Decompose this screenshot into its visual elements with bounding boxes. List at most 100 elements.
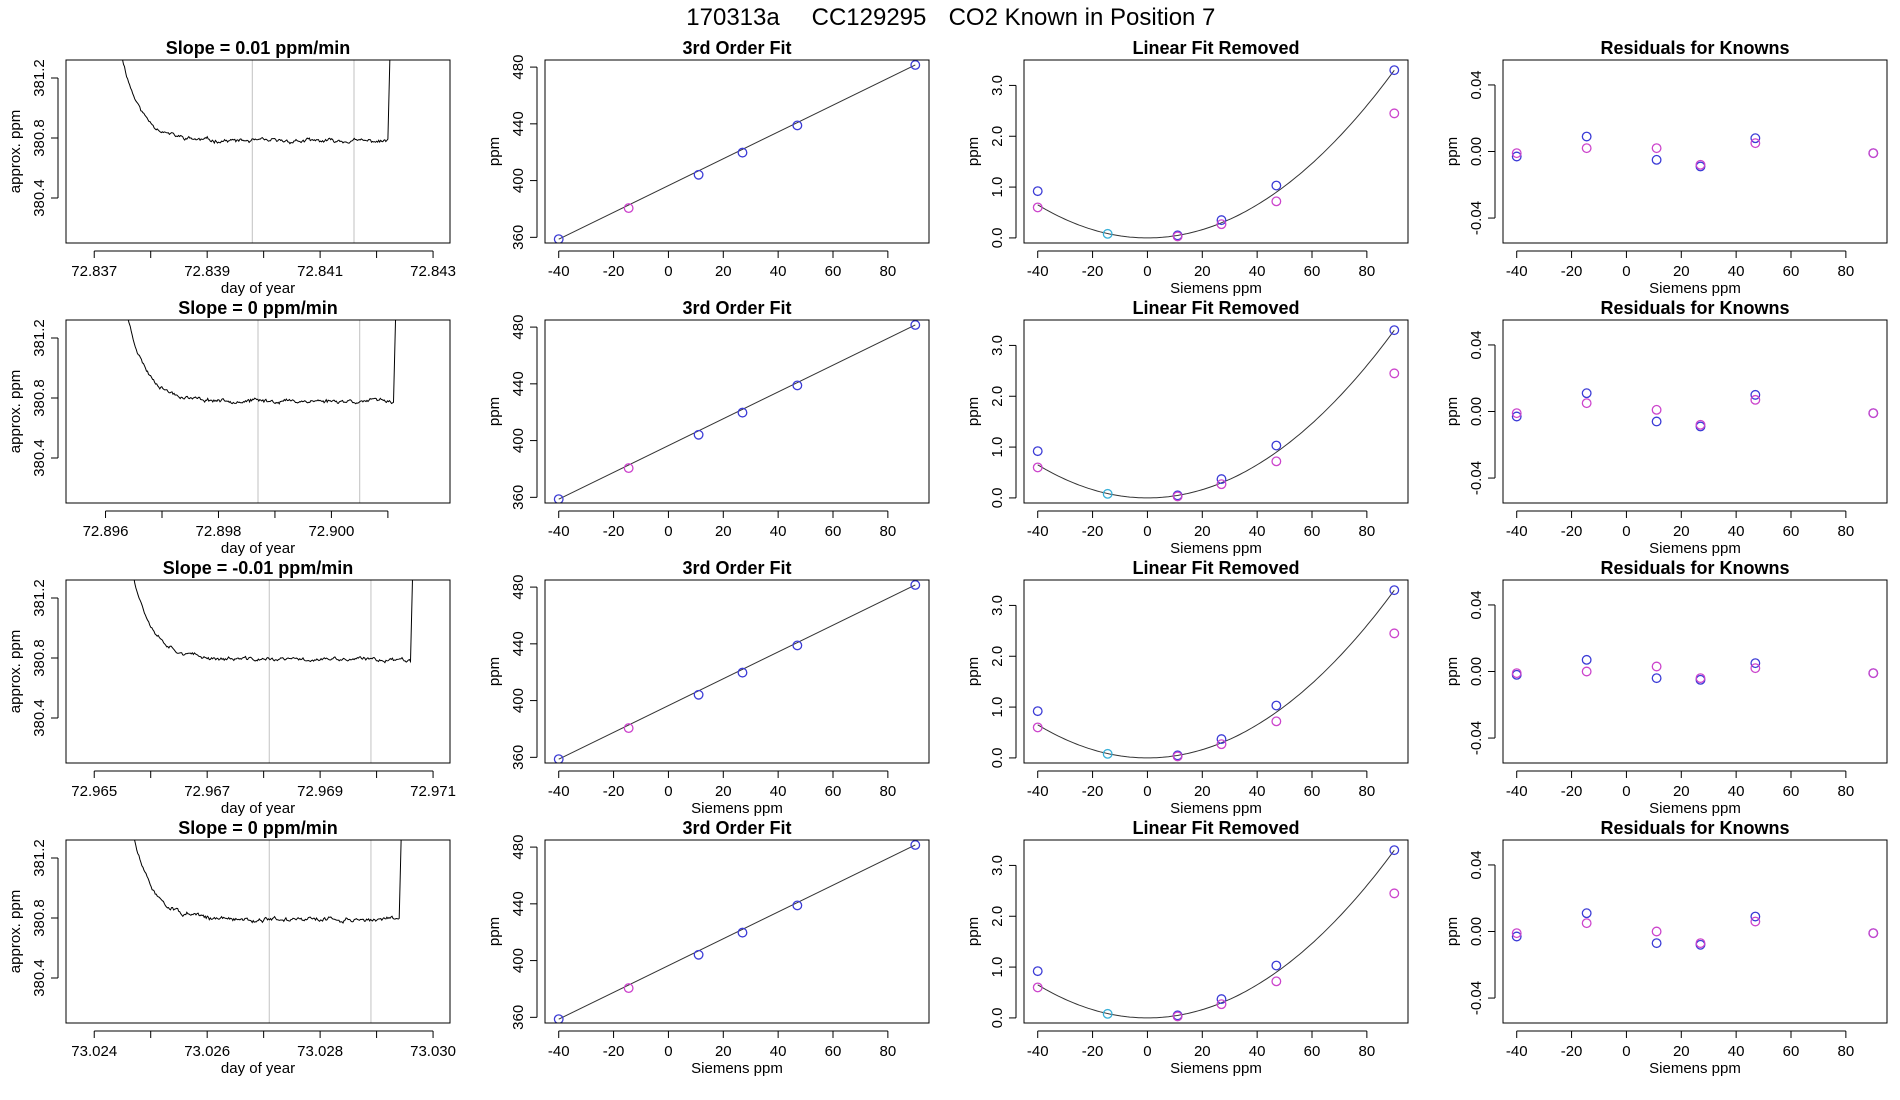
chart-4-3-x-tick-label: 0 xyxy=(1143,1043,1151,1060)
chart-2-4-point-blue xyxy=(1581,388,1592,399)
chart-4-4-frame xyxy=(1502,839,1888,1024)
chart-1-1-title: Slope = 0.01 ppm/min xyxy=(166,38,351,58)
chart-2-3-x-tick-label: 0 xyxy=(1143,523,1151,540)
chart-1-3-point-blue xyxy=(1389,65,1400,76)
chart-3-2-frame xyxy=(544,579,930,764)
chart-1-1-x-tick-label: 72.839 xyxy=(184,263,230,280)
chart-2-4-point-blue xyxy=(1651,416,1662,427)
chart-3-2-y-tick-label: 480 xyxy=(510,575,527,600)
chart-2-3-plot-area xyxy=(1032,325,1400,502)
chart-3-1-frame xyxy=(65,579,451,764)
chart-4-4-point-blue xyxy=(1651,938,1662,949)
chart-3-1-x-tick-label: 72.971 xyxy=(410,783,456,800)
chart-1-3-x-tick-label: 60 xyxy=(1304,263,1321,280)
chart-4-1-y-tick-label: 380.8 xyxy=(31,899,48,937)
chart-3-3-y-axis-label: ppm xyxy=(965,657,982,686)
chart-4-3-x-tick-label: 80 xyxy=(1359,1043,1376,1060)
chart-1-2-y-tick-label: 360 xyxy=(510,225,527,250)
chart-2-1-plot-area xyxy=(127,320,397,503)
chart-2-2-point-blue xyxy=(792,380,803,391)
chart-2-4-x-tick-label: -40 xyxy=(1506,523,1528,540)
chart-1-4-point-blue xyxy=(1750,133,1761,144)
chart-3-3-point-magenta xyxy=(1032,722,1043,733)
chart-3-2-point-magenta xyxy=(623,723,634,734)
chart-3-2-x-tick-label: 0 xyxy=(664,783,672,800)
chart-2-2-x-tick-label: 40 xyxy=(770,523,787,540)
chart-4-3-x-tick-label: -20 xyxy=(1082,1043,1104,1060)
chart-3-3-x-tick-label: 40 xyxy=(1249,783,1266,800)
chart-2-4-y-axis-label: ppm xyxy=(1444,397,1461,426)
chart-4-3-point-blue xyxy=(1032,966,1043,977)
chart-1-1-y-tick-label: 381.2 xyxy=(31,59,48,97)
chart-4-1-plot-area xyxy=(134,840,402,1023)
chart-4-4-y-tick-label: 0.04 xyxy=(1468,850,1485,879)
chart-1-3-x-tick-label: 80 xyxy=(1359,263,1376,280)
chart-4-3-point-magenta xyxy=(1172,1011,1183,1022)
chart-2-2-x-tick-label: 80 xyxy=(880,523,897,540)
chart-4-3-y-tick-label: 2.0 xyxy=(989,906,1006,927)
chart-1-4-x-tick-label: 80 xyxy=(1838,263,1855,280)
chart-3-3-point-cyan xyxy=(1102,748,1113,759)
chart-1-3-point-magenta xyxy=(1216,219,1227,230)
chart-3-2-y-tick-label: 440 xyxy=(510,631,527,656)
chart-1-2-point-magenta xyxy=(623,203,634,214)
chart-4-3-title: Linear Fit Removed xyxy=(1132,818,1299,838)
chart-1-1-x-axis-label: day of year xyxy=(221,280,295,297)
chart-3-1-x-tick-label: 72.967 xyxy=(184,783,230,800)
chart-2-3-x-tick-label: -20 xyxy=(1082,523,1104,540)
chart-4-2-y-tick-label: 360 xyxy=(510,1005,527,1030)
chart-2-1: Slope = 0 ppm/min 72.896 72.898 72.900 day o… xyxy=(7,298,451,557)
chart-1-4-x-tick-label: 0 xyxy=(1622,263,1630,280)
chart-3-1-y-tick-label: 381.2 xyxy=(31,579,48,617)
chart-4-2-x-axis-label: Siemens ppm xyxy=(691,1060,783,1077)
chart-4-4-x-tick-label: 20 xyxy=(1673,1043,1690,1060)
chart-1-2-y-tick-label: 440 xyxy=(510,111,527,136)
chart-4-4-x-tick-label: 0 xyxy=(1622,1043,1630,1060)
chart-1-4-point-blue xyxy=(1651,154,1662,165)
chart-4-4-x-tick-label: 80 xyxy=(1838,1043,1855,1060)
chart-2-4-x-tick-label: 80 xyxy=(1838,523,1855,540)
panel-grid: Slope = 0.01 ppm/min 72.837 72.839 72.841 72… xyxy=(7,38,1888,1077)
chart-1-4-y-tick-label: 0.04 xyxy=(1468,70,1485,99)
chart-4-3: Linear Fit Removed -40 -20 0 20 40 60 80 Siemens… xyxy=(965,818,1409,1077)
chart-2-3-y-tick-label: 0.0 xyxy=(989,487,1006,508)
chart-3-3-x-tick-label: -40 xyxy=(1027,783,1049,800)
chart-4-2-title: 3rd Order Fit xyxy=(682,818,791,838)
chart-4-1-y-tick-label: 381.2 xyxy=(31,839,48,877)
chart-1-4-point-magenta xyxy=(1511,148,1522,159)
chart-1-2-point-blue xyxy=(737,147,748,158)
chart-1-4-frame xyxy=(1502,59,1888,244)
chart-2-3-x-tick-label: -40 xyxy=(1027,523,1049,540)
chart-3-1: Slope = -0.01 ppm/min 72.965 72.967 72.969 7… xyxy=(7,558,456,817)
chart-4-2-frame xyxy=(544,839,930,1024)
chart-2-1-x-tick-label: 72.900 xyxy=(308,523,354,540)
chart-3-2-y-tick-label: 360 xyxy=(510,745,527,770)
chart-1-2-point-blue xyxy=(553,234,564,243)
chart-4-3-x-tick-label: 20 xyxy=(1194,1043,1211,1060)
chart-3-2-x-tick-label: 60 xyxy=(825,783,842,800)
chart-2-1-trace-line xyxy=(127,320,397,405)
chart-1-2-point-blue xyxy=(792,120,803,131)
chart-3-3-frame xyxy=(1023,579,1409,764)
chart-1-2-y-tick-label: 480 xyxy=(510,55,527,80)
chart-4-2-x-tick-label: -40 xyxy=(548,1043,570,1060)
chart-2-4-point-magenta xyxy=(1868,408,1879,419)
chart-1-2-point-blue xyxy=(910,60,921,70)
chart-1-3-point-magenta xyxy=(1271,196,1282,207)
chart-3-2-x-tick-label: -20 xyxy=(603,783,625,800)
chart-3-1-y-axis-label: approx. ppm xyxy=(7,630,24,713)
chart-3-2-title: 3rd Order Fit xyxy=(682,558,791,578)
chart-3-4-frame xyxy=(1502,579,1888,764)
chart-4-4-x-tick-label: 40 xyxy=(1728,1043,1745,1060)
chart-2-2-y-axis-label: ppm xyxy=(486,397,503,426)
chart-3-2-x-tick-label: -40 xyxy=(548,783,570,800)
chart-4-3-y-tick-label: 3.0 xyxy=(989,855,1006,876)
figure-title-description: CO2 Known in Position 7 xyxy=(949,4,1216,31)
chart-1-4: Residuals for Knowns -40 -20 0 20 40 60 80 Sieme… xyxy=(1444,38,1888,297)
chart-2-2-y-tick-label: 360 xyxy=(510,485,527,510)
chart-2-4-point-magenta xyxy=(1511,408,1522,419)
chart-1-2-title: 3rd Order Fit xyxy=(682,38,791,58)
chart-1-4-x-tick-label: 60 xyxy=(1783,263,1800,280)
chart-2-1-title: Slope = 0 ppm/min xyxy=(178,298,338,318)
chart-2-1-y-tick-label: 380.8 xyxy=(31,379,48,417)
